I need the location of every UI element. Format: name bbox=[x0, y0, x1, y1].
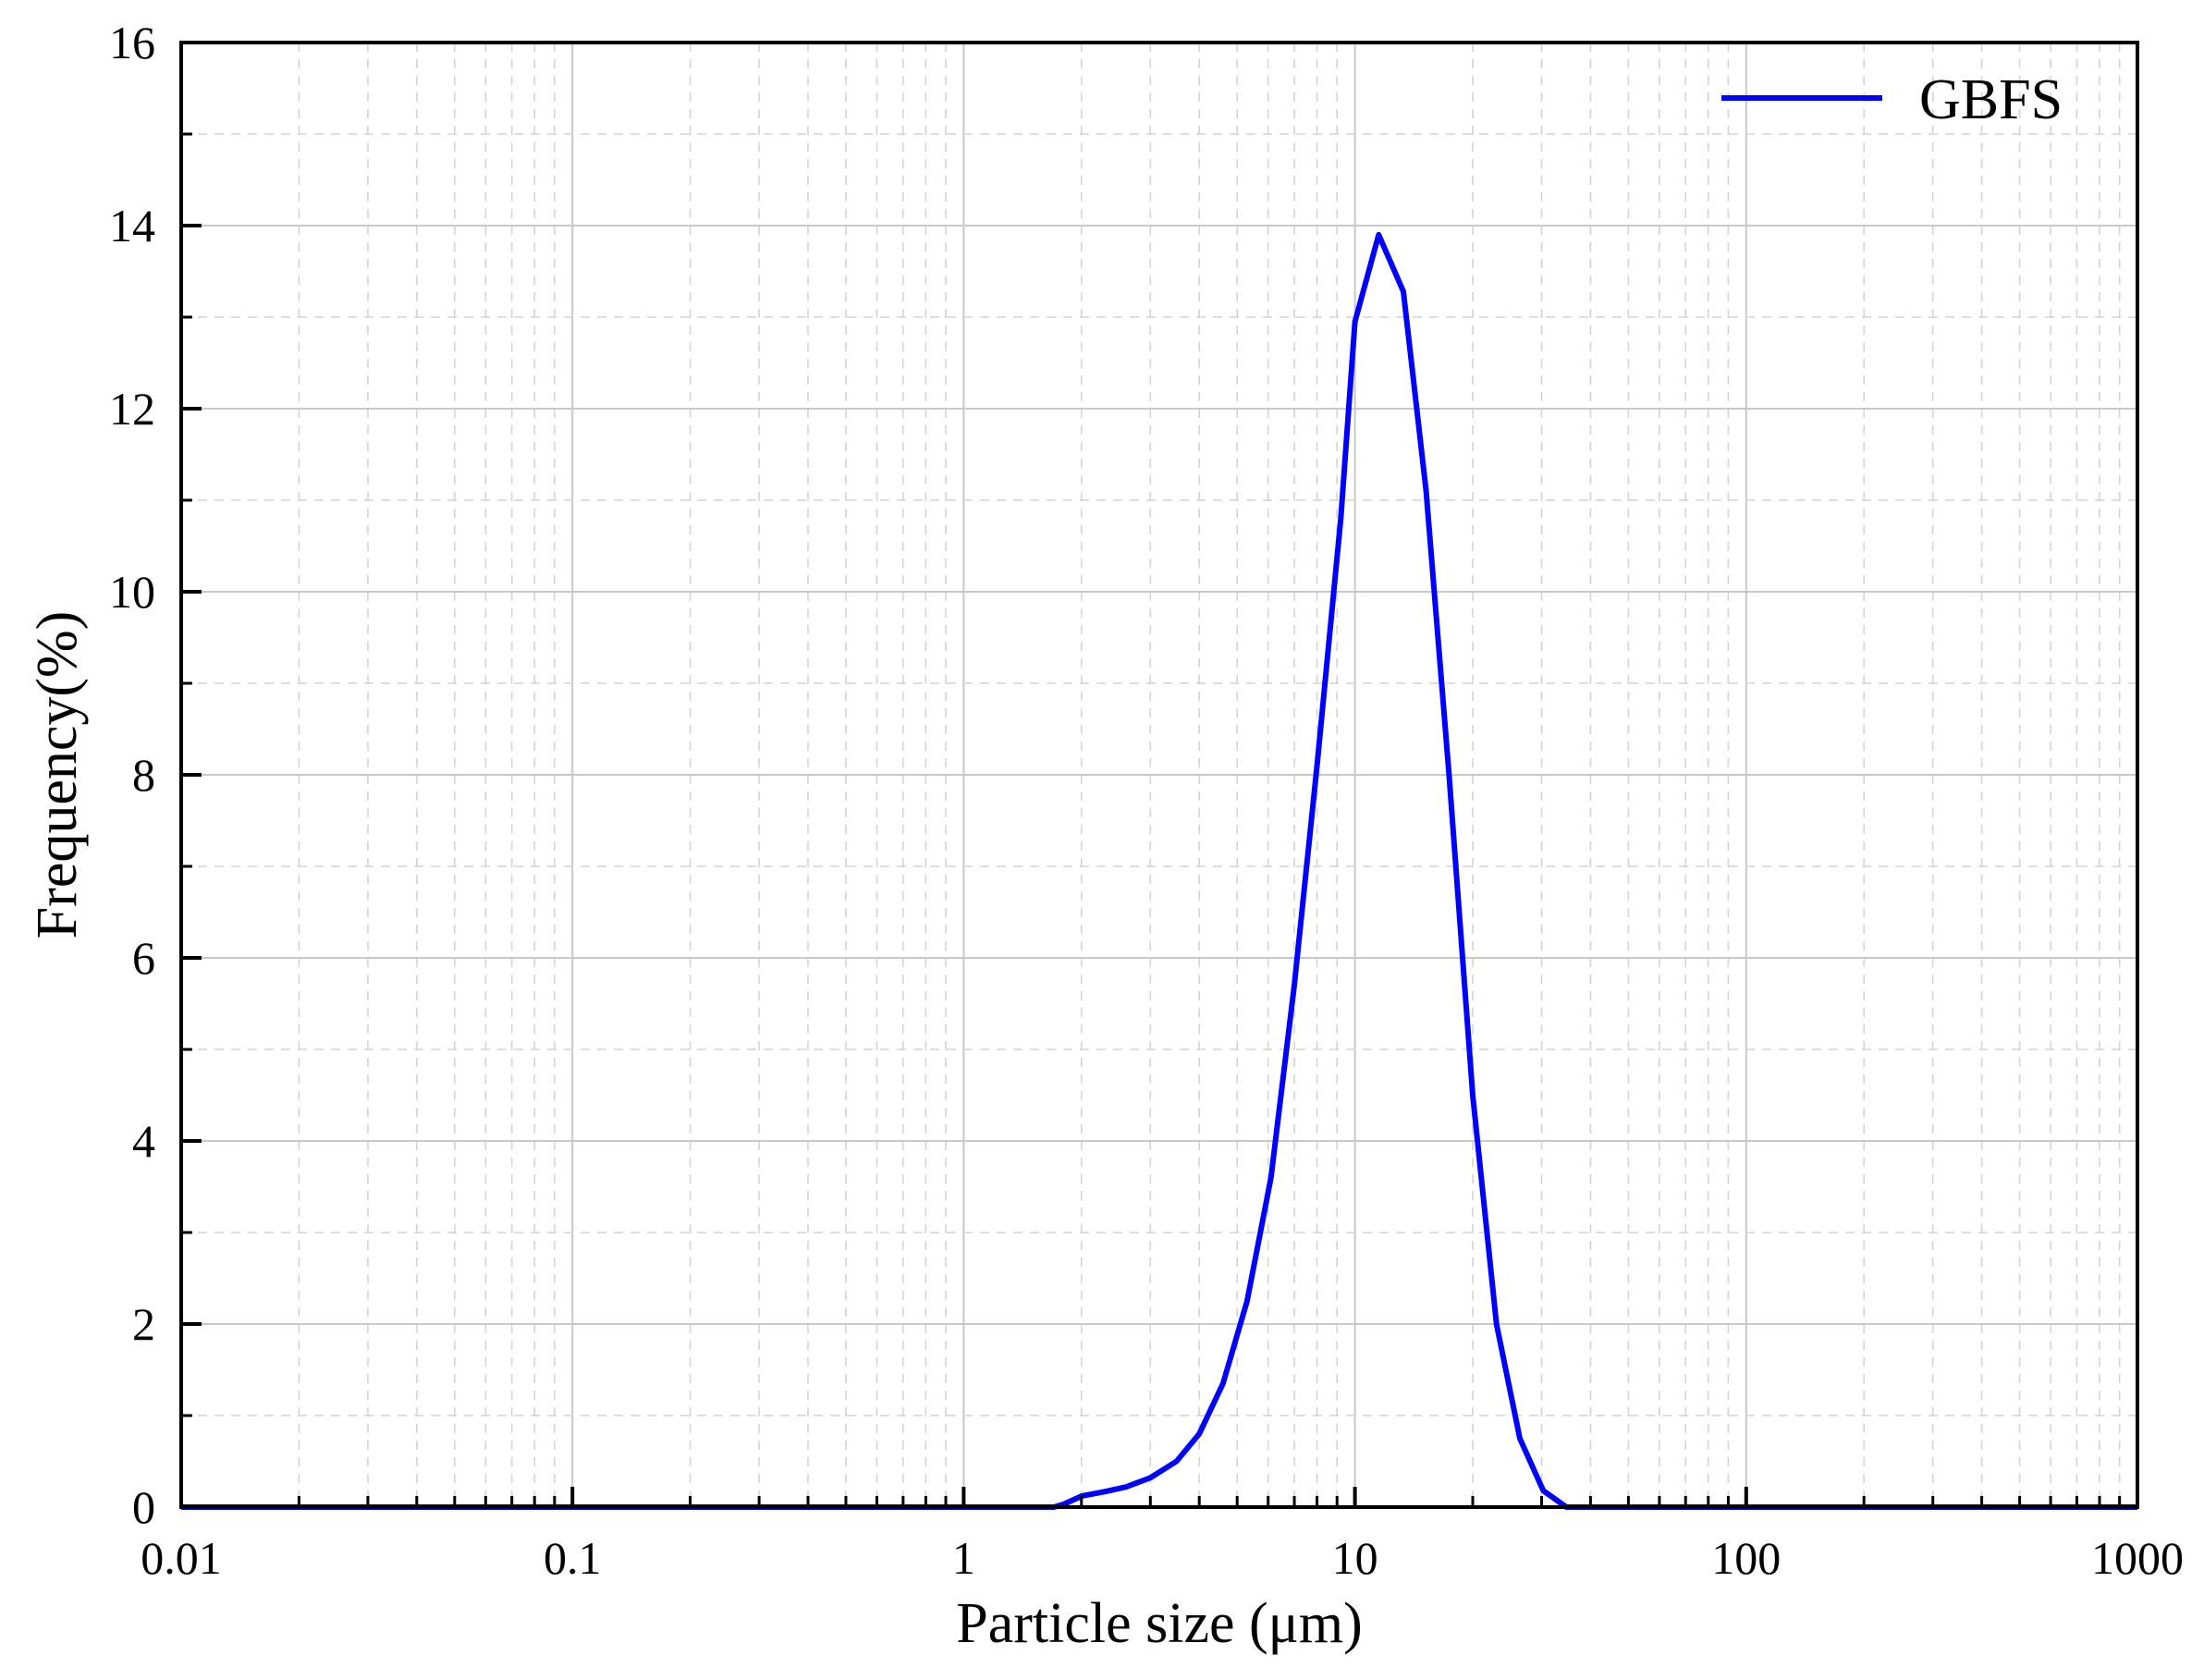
tick-labels: 0.01 0.1 1 10 100 1000 0 2 4 6 8 10 12 14 16 bbox=[109, 17, 2184, 1584]
y-tick-label: 10 bbox=[109, 566, 155, 618]
y-axis-title: Frequency(%) bbox=[26, 611, 89, 939]
x-tick-label: 0.1 bbox=[544, 1532, 602, 1584]
x-tick-label: 1 bbox=[952, 1532, 975, 1584]
legend: GBFS bbox=[1721, 68, 2063, 131]
x-tick-label: 1000 bbox=[2091, 1532, 2184, 1584]
x-tick-label: 0.01 bbox=[141, 1532, 222, 1584]
y-tick-label: 4 bbox=[132, 1115, 155, 1167]
y-tick-label: 6 bbox=[132, 932, 155, 984]
y-tick-label: 12 bbox=[109, 383, 155, 435]
ticks bbox=[179, 41, 2139, 1509]
y-tick-label: 14 bbox=[109, 200, 155, 251]
y-tick-label: 16 bbox=[109, 17, 155, 68]
y-tick-label: 0 bbox=[132, 1481, 155, 1533]
x-tick-label: 100 bbox=[1711, 1532, 1781, 1584]
legend-label-gbfs: GBFS bbox=[1919, 68, 2063, 131]
y-tick-label: 8 bbox=[132, 749, 155, 801]
grid bbox=[181, 43, 2137, 1507]
series-layer bbox=[181, 231, 2137, 1510]
x-tick-label: 10 bbox=[1332, 1532, 1378, 1584]
series-line-gbfs bbox=[181, 231, 2137, 1510]
y-tick-label: 2 bbox=[132, 1298, 155, 1350]
x-axis-title: Particle size (μm) bbox=[956, 1592, 1363, 1655]
